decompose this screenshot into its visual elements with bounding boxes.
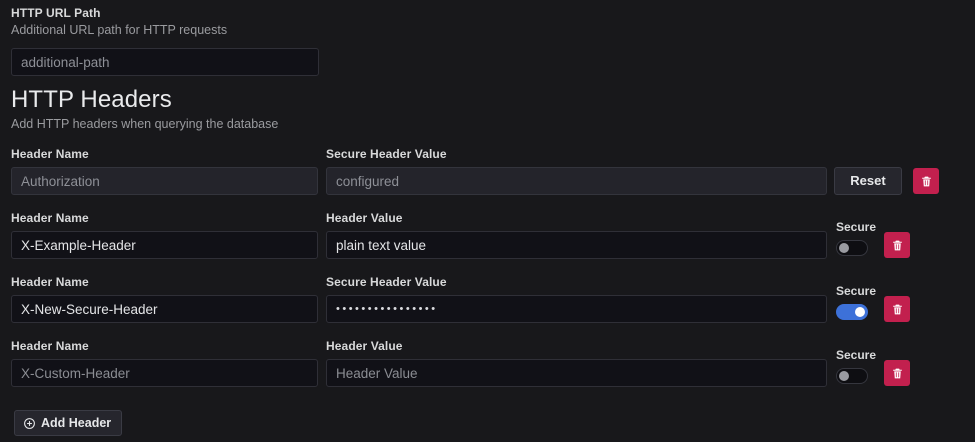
add-header-button[interactable]: Add Header: [14, 410, 123, 436]
header-name-label: Header Name: [11, 147, 89, 161]
secure-toggle[interactable]: [836, 368, 868, 384]
delete-header-button[interactable]: [884, 360, 910, 386]
header-value-input[interactable]: [326, 359, 827, 387]
trash-icon: [891, 303, 904, 316]
secure-toggle-label: Secure: [836, 284, 877, 298]
header-value-input: [326, 167, 827, 195]
http-headers-description: Add HTTP headers when querying the datab…: [11, 117, 279, 131]
table-row: Header Name Secure Header Value Secure: [0, 275, 975, 339]
http-headers-heading: HTTP Headers: [11, 86, 172, 113]
header-value-label: Header Value: [326, 211, 403, 225]
delete-header-button[interactable]: [884, 232, 910, 258]
header-name-input: [11, 167, 318, 195]
add-header-label: Add Header: [41, 416, 112, 430]
header-value-label: Secure Header Value: [326, 275, 447, 289]
table-row: Header Name Header Value Secure: [0, 211, 975, 275]
header-name-column: Header Name: [11, 275, 318, 323]
toggle-knob: [839, 371, 849, 381]
delete-header-button[interactable]: [884, 296, 910, 322]
header-name-column: Header Name: [11, 147, 318, 195]
trash-icon: [920, 175, 933, 188]
header-name-column: Header Name: [11, 211, 318, 259]
http-url-path-section: HTTP URL Path Additional URL path for HT…: [11, 6, 331, 76]
table-row: Header Name Secure Header Value Reset: [0, 147, 975, 211]
header-value-input[interactable]: [326, 295, 827, 323]
http-url-path-description: Additional URL path for HTTP requests: [11, 23, 228, 37]
trash-icon: [891, 239, 904, 252]
toggle-knob: [855, 307, 865, 317]
toggle-knob: [839, 243, 849, 253]
header-value-input[interactable]: [326, 231, 827, 259]
secure-toggle-group: Secure: [836, 348, 880, 384]
header-name-label: Header Name: [11, 275, 89, 289]
header-name-input[interactable]: [11, 295, 318, 323]
header-value-label: Header Value: [326, 339, 403, 353]
trash-icon: [891, 367, 904, 380]
plus-circle-icon: [23, 417, 36, 430]
http-url-path-input[interactable]: [11, 48, 319, 76]
header-value-column: Secure Header Value: [326, 275, 827, 323]
header-name-label: Header Name: [11, 339, 89, 353]
secure-toggle-group: Secure: [836, 220, 880, 256]
header-name-input[interactable]: [11, 359, 318, 387]
header-value-label: Secure Header Value: [326, 147, 447, 161]
secure-toggle-label: Secure: [836, 220, 877, 234]
secure-toggle-group: Secure: [836, 284, 880, 320]
header-value-column: Header Value: [326, 339, 827, 387]
secure-toggle[interactable]: [836, 304, 868, 320]
header-name-input[interactable]: [11, 231, 318, 259]
delete-header-button[interactable]: [913, 168, 939, 194]
http-url-path-label: HTTP URL Path: [11, 6, 101, 20]
table-row: Header Name Header Value Secure: [0, 339, 975, 403]
header-name-label: Header Name: [11, 211, 89, 225]
secure-toggle-label: Secure: [836, 348, 877, 362]
secure-toggle[interactable]: [836, 240, 868, 256]
header-value-column: Secure Header Value: [326, 147, 827, 195]
header-name-column: Header Name: [11, 339, 318, 387]
http-headers-rows: Header Name Secure Header Value Reset He…: [0, 147, 975, 403]
reset-button[interactable]: Reset: [834, 167, 902, 195]
header-value-column: Header Value: [326, 211, 827, 259]
